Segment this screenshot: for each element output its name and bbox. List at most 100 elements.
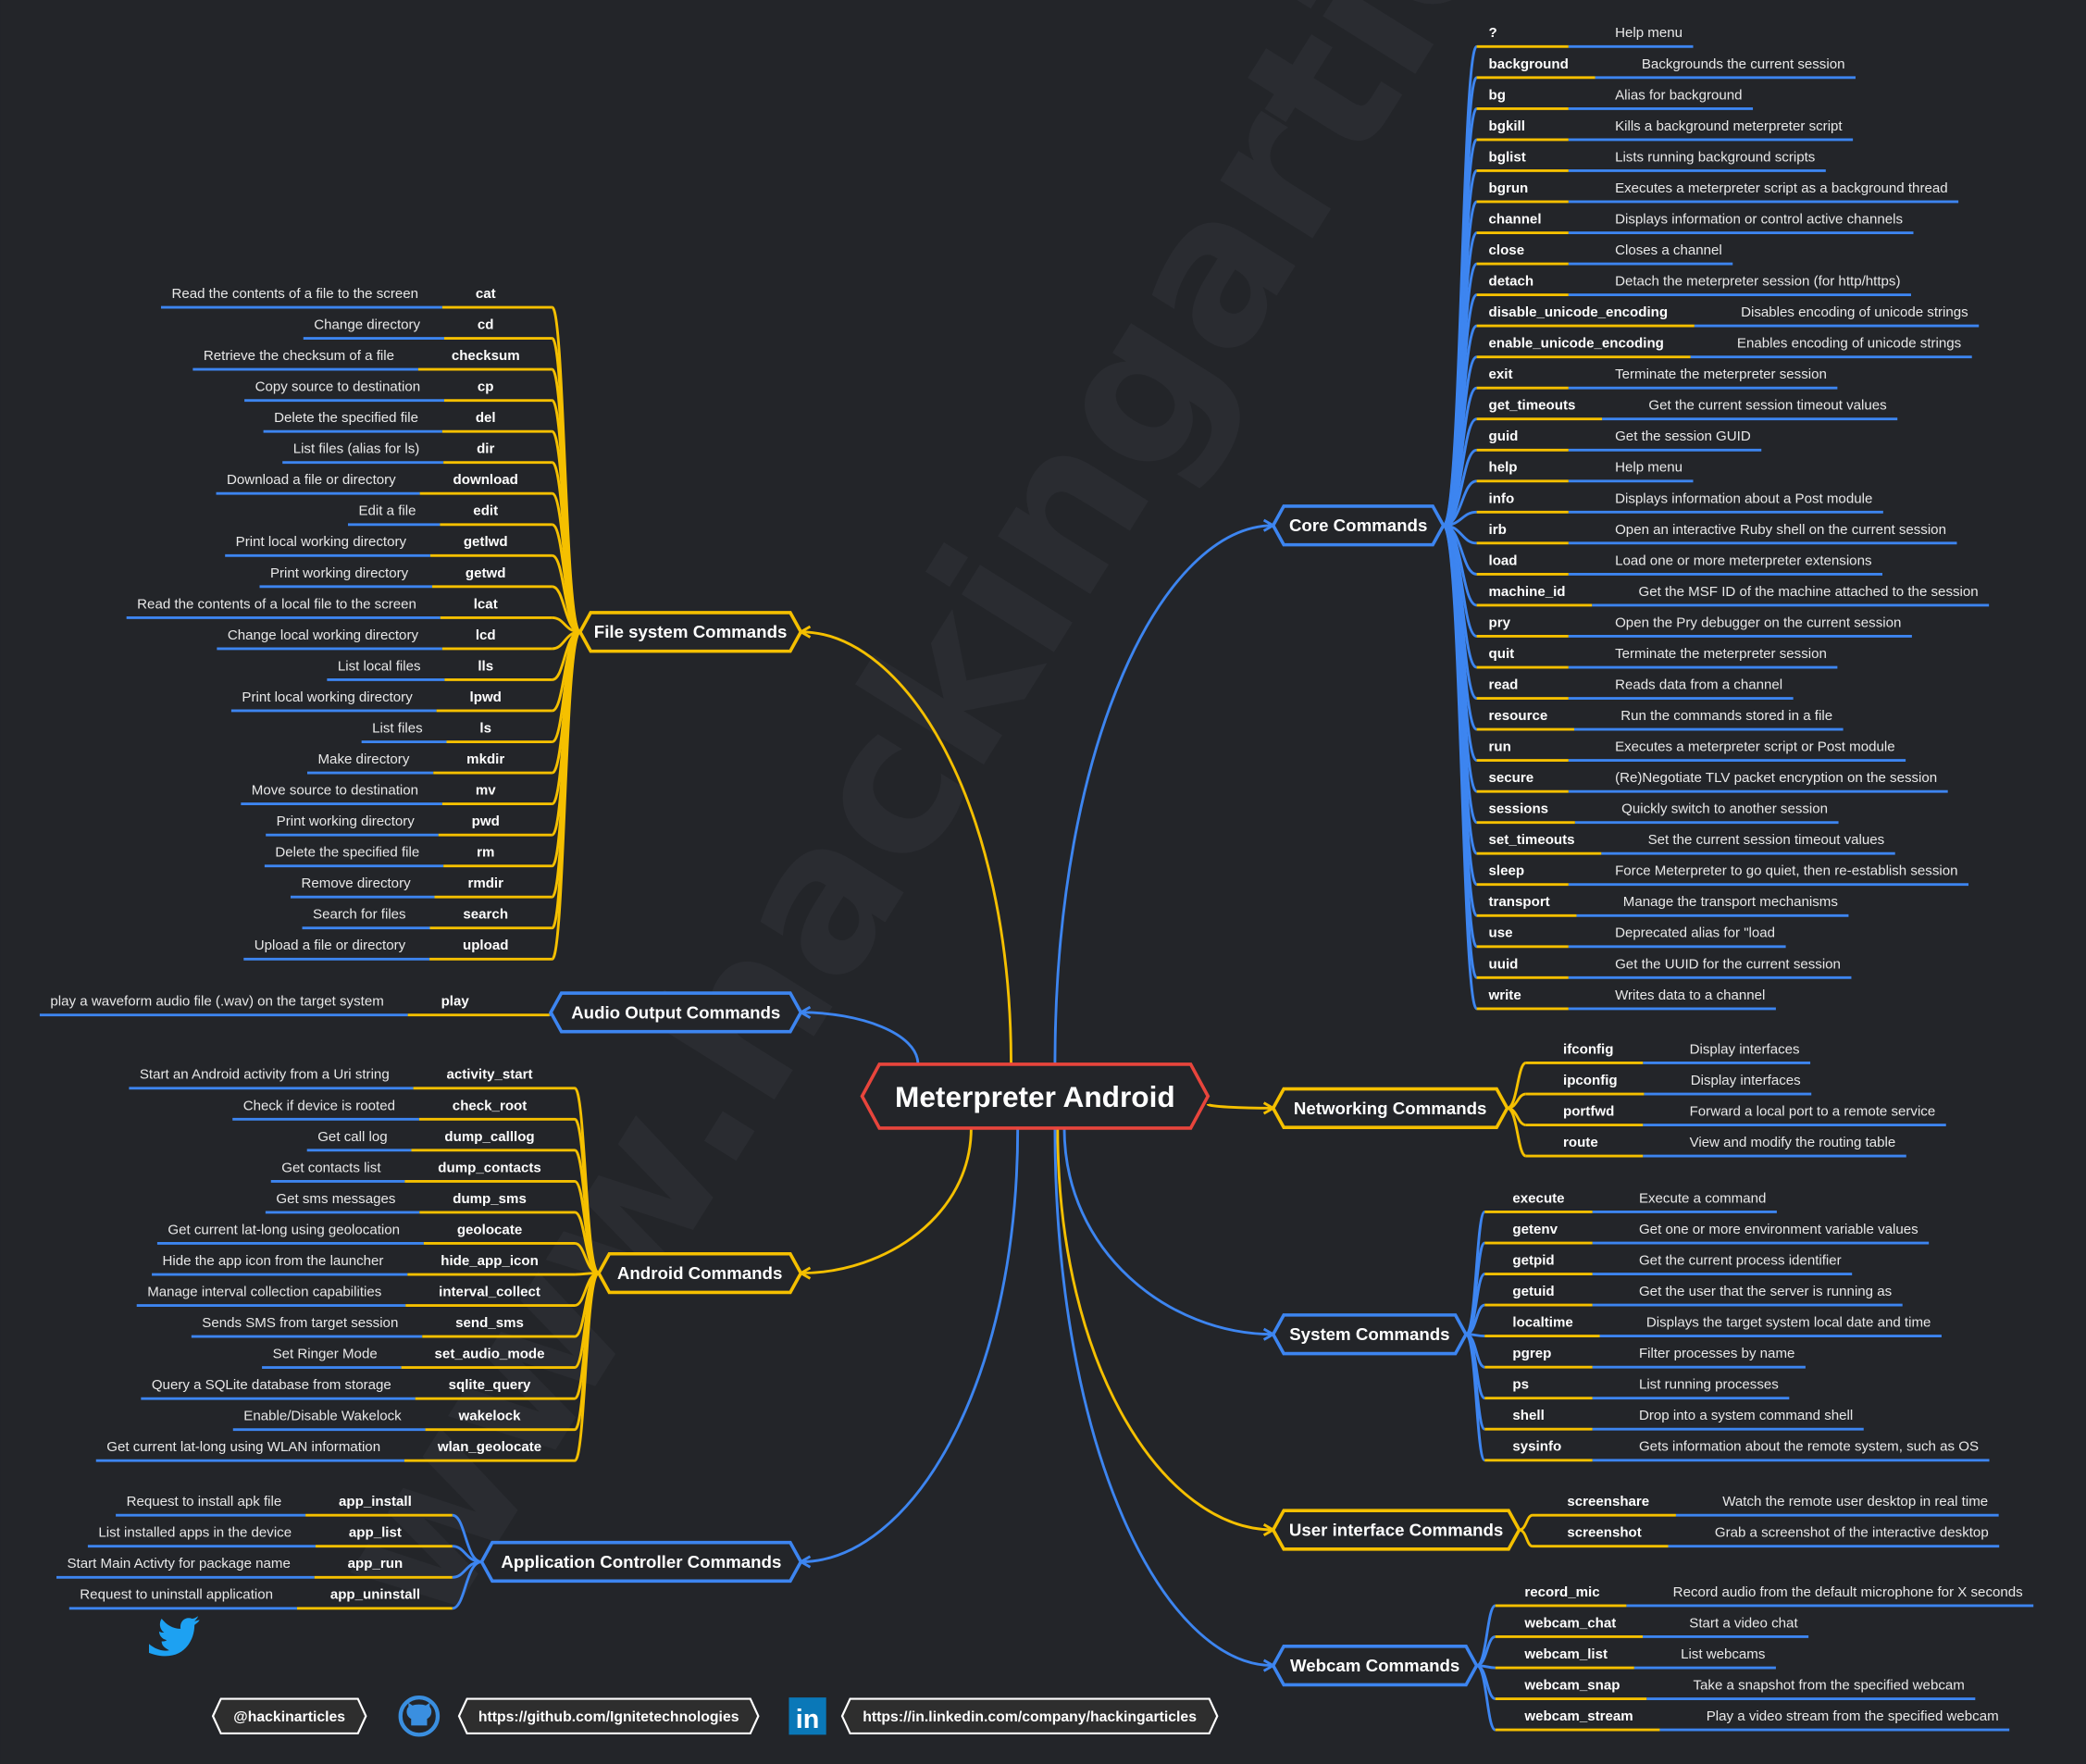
root-node[interactable]: Meterpreter Android (860, 1062, 1211, 1130)
command-item[interactable]: dir List files (alias for ls) (282, 441, 553, 465)
command-item[interactable]: getuid Get the user that the server is ru… (1484, 1284, 1903, 1307)
command-item[interactable]: cp Copy source to destination (244, 379, 553, 403)
command-item[interactable]: check_root Check if device is rooted (232, 1098, 576, 1121)
command-item[interactable]: activity_start Start an Android activity … (129, 1067, 576, 1090)
command-item[interactable]: write Writes data to a channel (1476, 988, 1776, 1011)
command-item[interactable]: mkdir Make directory (306, 752, 553, 775)
command-item[interactable]: dump_calllog Get call log (306, 1129, 576, 1152)
command-item[interactable]: webcam_chat Start a video chat (1495, 1615, 1809, 1638)
command-item[interactable]: wakelock Enable/Disable Wakelock (232, 1409, 576, 1432)
command-item[interactable]: ? Help menu (1476, 25, 1694, 48)
github-link[interactable]: https://github.com/Ignitetechnologies (457, 1697, 760, 1735)
command-item[interactable]: bg Alias for background (1476, 87, 1754, 110)
command-item[interactable]: edit Edit a file (347, 503, 553, 527)
command-item[interactable]: portfwd Forward a local port to a remote … (1525, 1103, 1946, 1126)
command-item[interactable]: screenshot Grab a screenshot of the inter… (1532, 1525, 2000, 1548)
branch-node-filesystem[interactable]: File system Commands (577, 611, 803, 653)
command-item[interactable]: close Closes a channel (1476, 242, 1733, 266)
command-item[interactable]: checksum Retrieve the checksum of a file (192, 348, 553, 371)
linkedin-link[interactable]: https://in.linkedin.com/company/hackinga… (840, 1697, 1219, 1735)
command-item[interactable]: interval_collect Manage interval collecti… (136, 1284, 576, 1307)
branch-node-system[interactable]: System Commands (1271, 1313, 1469, 1356)
command-item[interactable]: del Delete the specified file (263, 410, 553, 433)
command-item[interactable]: set_audio_mode Set Ringer Mode (262, 1347, 576, 1370)
command-item[interactable]: sqlite_query Query a SQLite database from… (141, 1377, 576, 1400)
command-item[interactable]: ipconfig Display interfaces (1525, 1073, 1812, 1096)
command-item[interactable]: download Download a file or directory (216, 472, 553, 495)
command-item[interactable]: use Deprecated alias for "load (1476, 925, 1786, 949)
command-item[interactable]: search Search for files (302, 907, 553, 930)
command-item[interactable]: transport Manage the transport mechanisms (1476, 894, 1849, 917)
github-icon[interactable] (398, 1695, 441, 1737)
command-item[interactable]: pry Open the Pry debugger on the current … (1476, 615, 1912, 638)
command-item[interactable]: channel Displays information or control a… (1476, 211, 1914, 234)
command-item[interactable]: resource Run the commands stored in a fil… (1476, 708, 1844, 731)
command-item[interactable]: localtime Displays the target system loca… (1484, 1315, 1942, 1338)
command-item[interactable]: set_timeouts Set the current session time… (1476, 832, 1895, 855)
command-item[interactable]: uuid Get the UUID for the current session (1476, 956, 1852, 979)
command-item[interactable]: exit Terminate the meterpreter session (1476, 366, 1838, 390)
command-item[interactable]: irb Open an interactive Ruby shell on the… (1476, 522, 1957, 545)
command-item[interactable]: webcam_stream Play a video stream from th… (1495, 1708, 2010, 1732)
command-item[interactable]: guid Get the session GUID (1476, 429, 1762, 452)
command-item[interactable]: bglist Lists running background scripts (1476, 149, 1826, 172)
command-item[interactable]: upload Upload a file or directory (243, 938, 553, 961)
command-item[interactable]: ps List running processes (1484, 1377, 1790, 1400)
command-item[interactable]: app_run Start Main Activty for package na… (56, 1556, 453, 1579)
command-item[interactable]: sleep Force Meterpreter to go quiet, then… (1476, 863, 1969, 887)
command-item[interactable]: getwd Print working directory (259, 565, 553, 589)
command-item[interactable]: help Help menu (1476, 460, 1694, 483)
command-item[interactable]: background Backgrounds the current sessio… (1476, 56, 1856, 80)
command-item[interactable]: load Load one or more meterpreter extensi… (1476, 553, 1883, 576)
command-item[interactable]: shell Drop into a system command shell (1484, 1408, 1864, 1431)
command-item[interactable]: app_install Request to install apk file (116, 1494, 453, 1517)
command-item[interactable]: ls List files (361, 720, 553, 743)
twitter-icon[interactable] (148, 1616, 200, 1657)
command-item[interactable]: hide_app_icon Hide the app icon from the … (152, 1253, 576, 1276)
command-item[interactable]: webcam_snap Take a snapshot from the spec… (1495, 1677, 1976, 1700)
command-item[interactable]: get_timeouts Get the current session time… (1476, 398, 1898, 421)
command-item[interactable]: rm Delete the specified file (264, 845, 553, 868)
command-item[interactable]: pwd Print working directory (266, 814, 553, 837)
command-item[interactable]: wlan_geolocate Get current lat-long using… (95, 1439, 576, 1462)
command-item[interactable]: rmdir Remove directory (290, 876, 553, 899)
command-item[interactable]: app_list List installed apps in the devic… (87, 1525, 453, 1548)
command-item[interactable]: pgrep Filter processes by name (1484, 1346, 1806, 1369)
command-item[interactable]: quit Terminate the meterpreter session (1476, 646, 1838, 669)
twitter-handle-link[interactable]: @hackinarticles (211, 1697, 367, 1735)
command-item[interactable]: execute Execute a command (1484, 1190, 1777, 1213)
command-item[interactable]: lls List local files (327, 658, 553, 681)
command-item[interactable]: run Executes a meterpreter script or Post… (1476, 739, 1906, 763)
command-item[interactable]: dump_contacts Get contacts list (270, 1160, 576, 1183)
command-item[interactable]: play play a waveform audio file (.wav) on… (39, 994, 550, 1017)
command-item[interactable]: lpwd Print local working directory (230, 689, 553, 713)
command-item[interactable]: sysinfo Gets information about the remote… (1484, 1439, 1990, 1462)
command-item[interactable]: geolocate Get current lat-long using geol… (156, 1222, 576, 1245)
command-item[interactable]: enable_unicode_encoding Enables encoding … (1476, 336, 1972, 359)
branch-node-android[interactable]: Android Commands (596, 1251, 803, 1295)
command-item[interactable]: bgrun Executes a meterpreter script as a … (1476, 180, 1959, 204)
command-item[interactable]: getlwd Print local working directory (225, 534, 553, 557)
command-item[interactable]: record_mic Record audio from the default … (1495, 1584, 2034, 1608)
command-item[interactable]: cd Change directory (303, 317, 553, 341)
branch-node-audio[interactable]: Audio Output Commands (549, 991, 803, 1034)
command-item[interactable]: detach Detach the meterpreter session (fo… (1476, 274, 1911, 297)
command-item[interactable]: screenshare Watch the remote user desktop… (1532, 1494, 1999, 1517)
command-item[interactable]: dump_sms Get sms messages (265, 1191, 576, 1214)
command-item[interactable]: secure (Re)Negotiate TLV packet encryptio… (1476, 770, 1948, 793)
branch-node-networking[interactable]: Networking Commands (1271, 1087, 1509, 1129)
command-item[interactable]: mv Move source to destination (241, 783, 553, 806)
command-item[interactable]: machine_id Get the MSF ID of the machine … (1476, 584, 1990, 607)
branch-node-core[interactable]: Core Commands (1271, 504, 1446, 547)
command-item[interactable]: route View and modify the routing table (1525, 1135, 1906, 1158)
command-item[interactable]: sessions Quickly switch to another sessio… (1476, 801, 1839, 825)
branch-node-appcontrol[interactable]: Application Controller Commands (479, 1540, 803, 1584)
command-item[interactable]: send_sms Sends SMS from target session (191, 1315, 576, 1338)
command-item[interactable]: read Reads data from a channel (1476, 677, 1794, 700)
branch-node-webcam[interactable]: Webcam Commands (1271, 1644, 1479, 1687)
command-item[interactable]: webcam_list List webcams (1495, 1646, 1776, 1670)
command-item[interactable]: info Displays information about a Post mo… (1476, 491, 1883, 514)
command-item[interactable]: disable_unicode_encoding Disables encodin… (1476, 304, 1980, 328)
command-item[interactable]: getenv Get one or more environment variab… (1484, 1222, 1930, 1245)
command-item[interactable]: app_uninstall Request to uninstall applic… (68, 1587, 453, 1610)
